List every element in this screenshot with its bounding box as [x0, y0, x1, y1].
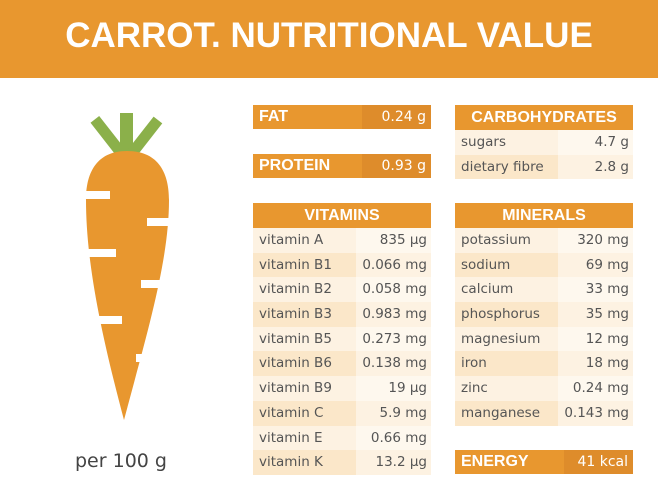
table-row: vitamin K 13.2 µg: [253, 450, 431, 475]
table-row: potassium 320 mg: [455, 228, 633, 253]
title-banner: [0, 0, 658, 78]
nutrient-name: vitamin B3: [253, 302, 356, 327]
table-row: vitamin B9 19 µg: [253, 376, 431, 401]
nutrient-value: 12 mg: [558, 326, 633, 352]
table-row: vitamin A 835 µg: [253, 228, 431, 253]
serving-label: per 100 g: [75, 450, 167, 472]
nutrient-value: 2.8 g: [558, 154, 633, 180]
nutrient-name: manganese: [455, 400, 558, 426]
carrot-icon: [84, 113, 171, 420]
nutrient-value: 18 mg: [558, 351, 633, 377]
table-row: vitamin B5 0.273 mg: [253, 326, 431, 352]
table-row: manganese 0.143 mg: [455, 400, 633, 426]
table-row: iron 18 mg: [455, 351, 633, 377]
nutrient-name: calcium: [455, 277, 558, 303]
vitamins-header: VITAMINS: [253, 203, 431, 228]
nutrient-value: 0.138 mg: [356, 351, 431, 377]
nutrient-name: iron: [455, 351, 558, 377]
nutrient-name: vitamin K: [253, 450, 356, 475]
nutrient-name: vitamin B1: [253, 252, 356, 278]
energy-label: ENERGY: [461, 453, 529, 470]
minerals-header: MINERALS: [455, 203, 633, 228]
table-row: phosphorus 35 mg: [455, 302, 633, 327]
protein-value: 0.93 g: [362, 154, 431, 178]
nutrient-value: 4.7 g: [558, 130, 633, 155]
nutrient-value: 33 mg: [558, 277, 633, 303]
nutrient-value: 0.058 mg: [356, 277, 431, 303]
nutrient-value: 19 µg: [356, 376, 431, 401]
table-row: sodium 69 mg: [455, 252, 633, 278]
nutrient-name: dietary fibre: [455, 154, 558, 180]
nutrient-value: 0.983 mg: [356, 302, 431, 327]
nutrient-value: 0.24 mg: [558, 376, 633, 401]
nutrient-value: 35 mg: [558, 302, 633, 327]
nutrient-name: phosphorus: [455, 302, 558, 327]
table-row: vitamin B6 0.138 mg: [253, 351, 431, 377]
carbohydrates-table: CARBOHYDRATES sugars 4.7 g dietary fibre 2.…: [455, 105, 633, 180]
carrot-leaves: [90, 113, 163, 159]
vitamins-table: VITAMINS vitamin A 835 µg vitamin B1 0.066 …: [253, 203, 431, 475]
nutrient-name: sugars: [455, 130, 558, 155]
nutrient-name: zinc: [455, 376, 558, 401]
nutrient-value: 0.273 mg: [356, 326, 431, 352]
nutrient-name: vitamin C: [253, 400, 356, 426]
table-row: sugars 4.7 g: [455, 130, 633, 155]
page-title: CARROT. NUTRITIONAL VALUE: [65, 16, 593, 55]
carbohydrates-header: CARBOHYDRATES: [455, 105, 633, 130]
nutrient-value: 13.2 µg: [356, 450, 431, 475]
protein-label: PROTEIN: [259, 157, 331, 174]
nutrient-name: vitamin B5: [253, 326, 356, 352]
minerals-table: MINERALS potassium 320 mg sodium 69 mg calci…: [455, 203, 633, 426]
nutrient-name: potassium: [455, 228, 558, 253]
table-row: dietary fibre 2.8 g: [455, 154, 633, 180]
carrot-marks: [84, 191, 171, 362]
nutrient-name: vitamin E: [253, 425, 356, 451]
table-row: vitamin B2 0.058 mg: [253, 277, 431, 303]
table-row: zinc 0.24 mg: [455, 376, 633, 401]
energy-bar: ENERGY 41 kcal: [455, 450, 633, 474]
nutrient-name: magnesium: [455, 326, 558, 352]
table-row: vitamin B3 0.983 mg: [253, 302, 431, 327]
fat-bar: FAT 0.24 g: [253, 105, 431, 129]
nutrient-name: vitamin B2: [253, 277, 356, 303]
nutrient-name: vitamin A: [253, 228, 356, 253]
fat-value: 0.24 g: [362, 105, 431, 129]
nutrient-value: 5.9 mg: [356, 400, 431, 426]
nutrient-value: 320 mg: [558, 228, 633, 253]
nutrient-value: 0.143 mg: [558, 400, 633, 426]
nutrient-name: vitamin B9: [253, 376, 356, 401]
table-row: magnesium 12 mg: [455, 326, 633, 352]
protein-bar: PROTEIN 0.93 g: [253, 154, 431, 178]
nutrient-value: 835 µg: [356, 228, 431, 253]
fat-label: FAT: [259, 108, 289, 125]
nutrient-name: vitamin B6: [253, 351, 356, 377]
nutrient-name: sodium: [455, 252, 558, 278]
table-row: vitamin B1 0.066 mg: [253, 252, 431, 278]
energy-value: 41 kcal: [564, 450, 633, 474]
table-row: calcium 33 mg: [455, 277, 633, 303]
nutrient-value: 0.066 mg: [356, 252, 431, 278]
table-row: vitamin C 5.9 mg: [253, 400, 431, 426]
table-row: vitamin E 0.66 mg: [253, 425, 431, 451]
nutrient-value: 69 mg: [558, 252, 633, 278]
nutrient-value: 0.66 mg: [356, 425, 431, 451]
